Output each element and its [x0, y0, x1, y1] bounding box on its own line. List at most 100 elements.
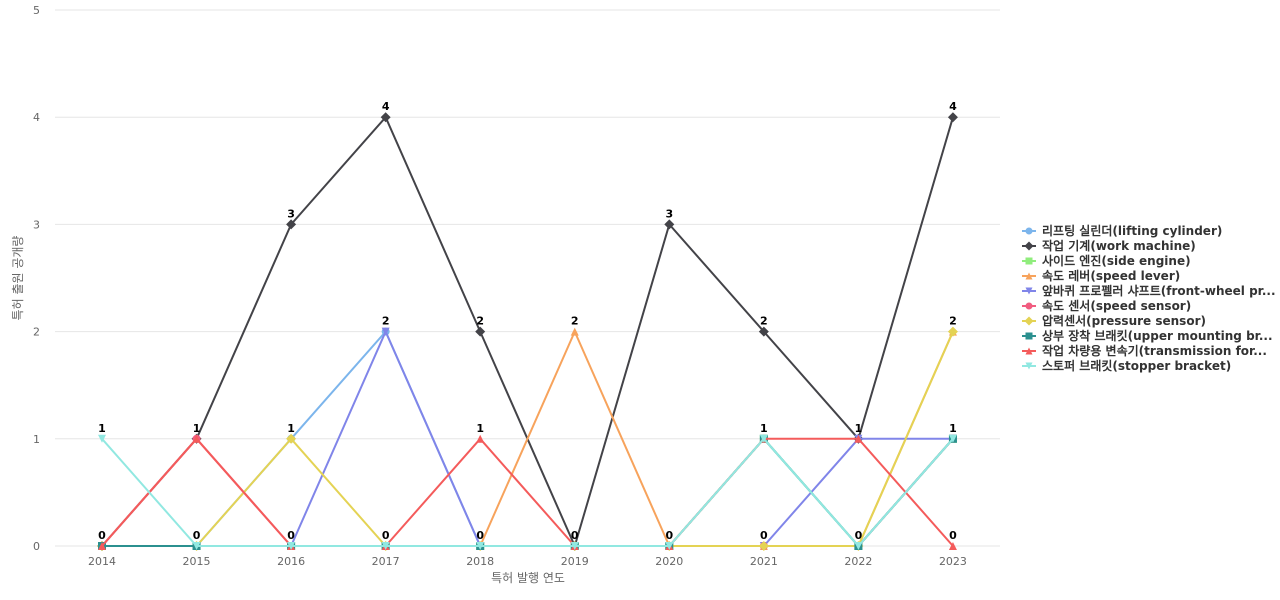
x-tick-label: 2023 [939, 555, 967, 568]
y-tick-label: 5 [33, 4, 40, 17]
y-axis-ticks: 0 1 2 3 4 5 [33, 4, 40, 553]
y-tick-label: 1 [33, 433, 40, 446]
legend-item[interactable]: 속도 센서(speed sensor) [1022, 298, 1191, 313]
legend-marker [1025, 302, 1033, 310]
data-point [854, 434, 863, 443]
data-point [948, 542, 957, 550]
legend-label: 앞바퀴 프로펠러 샤프트(front-wheel pr... [1042, 283, 1276, 298]
data-label: 4 [949, 100, 957, 113]
legend-label: 리프팅 실린더(lifting cylinder) [1042, 223, 1222, 238]
data-label: 0 [98, 529, 106, 542]
series-lines [97, 112, 958, 551]
data-point [286, 219, 297, 230]
data-label: 4 [382, 100, 390, 113]
legend-item[interactable]: 리프팅 실린더(lifting cylinder) [1022, 223, 1222, 238]
x-axis-title: 특허 발행 연도 [491, 570, 565, 585]
data-label: 2 [382, 315, 390, 328]
series-line [101, 437, 954, 547]
y-axis-title: 특허 출원 공개량 [11, 236, 25, 321]
legend-item[interactable]: 스토퍼 브래킷(stopper bracket) [1022, 358, 1231, 373]
data-point [381, 327, 390, 336]
x-axis-ticks: 2014 2015 2016 2017 2018 2019 2020 2021 2022 2023 [88, 555, 967, 568]
y-tick-label: 2 [33, 326, 40, 339]
legend-marker [1025, 362, 1033, 370]
legend-item[interactable]: 상부 장착 브래킷(upper mounting br... [1022, 328, 1273, 343]
data-point [475, 326, 486, 337]
x-tick-label: 2017 [372, 555, 400, 568]
data-point [665, 542, 674, 550]
data-label: 0 [855, 529, 863, 542]
data-label: 1 [855, 422, 863, 435]
data-point [948, 434, 957, 443]
legend-item[interactable]: 작업 기계(work machine) [1022, 238, 1196, 253]
data-label: 3 [665, 207, 673, 220]
data-point [664, 219, 675, 230]
data-point [98, 434, 106, 443]
data-point [947, 326, 958, 337]
legend-item[interactable]: 압력센서(pressure sensor) [1022, 313, 1206, 328]
legend-marker [1024, 316, 1034, 326]
data-label: 0 [571, 529, 579, 542]
x-tick-label: 2021 [750, 555, 778, 568]
legend-marker [1025, 272, 1033, 280]
data-point [854, 542, 863, 550]
data-label: 2 [949, 315, 957, 328]
data-label: 3 [287, 207, 295, 220]
y-tick-label: 0 [33, 540, 40, 553]
data-point [476, 542, 485, 550]
legend-label: 속도 레버(speed lever) [1042, 268, 1180, 283]
legend-marker [1025, 287, 1033, 295]
data-label: 2 [571, 315, 579, 328]
y-tick-label: 4 [33, 111, 40, 124]
data-label: 1 [98, 422, 106, 435]
legend-marker [1024, 241, 1034, 251]
series-line [101, 437, 954, 547]
data-point [570, 542, 579, 550]
data-point [286, 433, 297, 444]
legend-item[interactable]: 앞바퀴 프로펠러 샤프트(front-wheel pr... [1022, 283, 1276, 298]
data-label: 0 [949, 529, 957, 542]
data-label: 1 [287, 422, 295, 435]
x-tick-label: 2014 [88, 555, 116, 568]
data-labels: 1 0 1 0 3 1 0 4 2 0 2 1 0 2 0 3 0 2 1 0 1 0 4 2 1 0 [98, 100, 957, 542]
x-tick-label: 2016 [277, 555, 305, 568]
x-tick-label: 2019 [561, 555, 589, 568]
data-point [380, 112, 391, 123]
data-point [381, 542, 390, 550]
legend-marker [1025, 227, 1033, 235]
legend-marker [1025, 257, 1033, 265]
data-point [192, 542, 201, 550]
data-point [947, 112, 958, 123]
legend-marker [1025, 332, 1033, 340]
x-tick-label: 2022 [844, 555, 872, 568]
data-point [570, 327, 579, 336]
series-8 [98, 434, 957, 550]
data-point [476, 434, 485, 443]
legend-label: 작업 기계(work machine) [1042, 238, 1196, 253]
legend-marker [1025, 347, 1033, 355]
legend-label: 사이드 엔진(side engine) [1042, 253, 1191, 268]
data-point [759, 434, 768, 443]
grid [55, 9, 1000, 547]
data-label: 0 [287, 529, 295, 542]
y-tick-label: 3 [33, 218, 40, 231]
legend-item[interactable]: 사이드 엔진(side engine) [1022, 253, 1191, 268]
data-point [758, 326, 769, 337]
data-label: 1 [949, 422, 957, 435]
data-label: 1 [476, 422, 484, 435]
legend-item[interactable]: 속도 레버(speed lever) [1022, 268, 1180, 283]
x-tick-label: 2015 [183, 555, 211, 568]
data-point [98, 542, 106, 550]
x-tick-label: 2020 [655, 555, 683, 568]
data-label: 0 [382, 529, 390, 542]
data-point [287, 542, 296, 550]
data-label: 2 [476, 315, 484, 328]
legend-label: 속도 센서(speed sensor) [1042, 298, 1191, 313]
legend-label: 스토퍼 브래킷(stopper bracket) [1042, 358, 1231, 373]
data-point [192, 434, 201, 443]
legend-item[interactable]: 작업 차량용 변속기(transmission for... [1022, 343, 1267, 358]
x-tick-label: 2018 [466, 555, 494, 568]
data-label: 0 [760, 529, 768, 542]
data-point [758, 541, 769, 551]
